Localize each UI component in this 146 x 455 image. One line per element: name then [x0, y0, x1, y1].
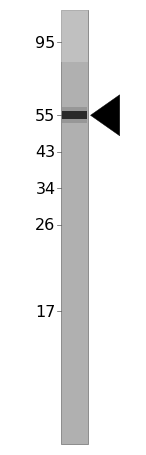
Text: 34: 34	[35, 182, 55, 196]
Bar	[61, 11, 88, 63]
Bar	[61, 11, 88, 444]
Bar	[62, 108, 87, 124]
Polygon shape	[91, 96, 120, 136]
Text: 17: 17	[35, 304, 55, 319]
Text: 95: 95	[35, 36, 55, 51]
Bar	[62, 112, 87, 120]
Text: 26: 26	[35, 218, 55, 233]
Text: 55: 55	[35, 109, 55, 123]
Text: 43: 43	[35, 145, 55, 160]
